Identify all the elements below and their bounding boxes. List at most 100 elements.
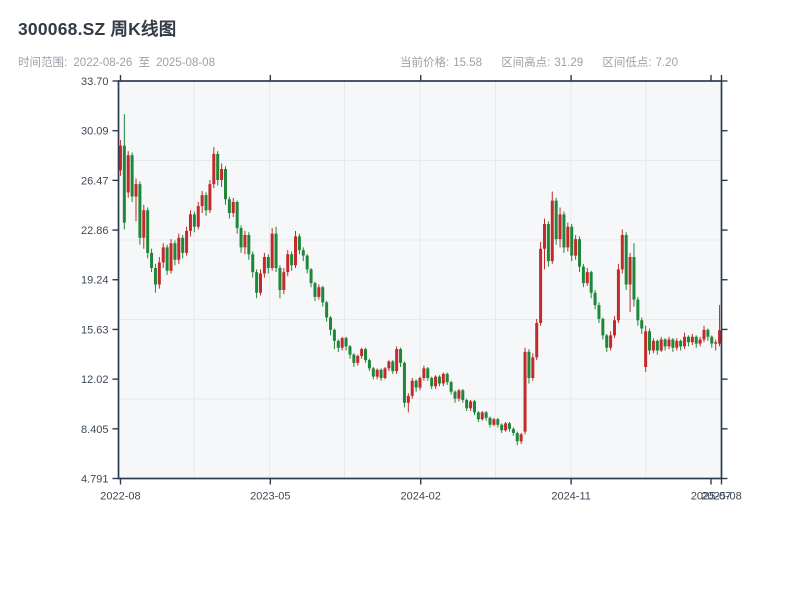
candle-body-up bbox=[585, 272, 589, 284]
x-tick-label: 2024-02 bbox=[401, 491, 441, 503]
candle-body-up bbox=[161, 247, 165, 263]
candle-body-down bbox=[636, 299, 640, 321]
current-price-label: 当前价格: bbox=[400, 57, 450, 69]
candle-body-up bbox=[356, 356, 360, 363]
candle-body-up bbox=[558, 214, 562, 240]
candle-body-up bbox=[702, 329, 706, 340]
candle-body-up bbox=[620, 235, 624, 270]
candle-body-up bbox=[142, 210, 146, 238]
candle-body-down bbox=[663, 339, 667, 347]
candle-body-down bbox=[671, 339, 675, 348]
candle-body-down bbox=[153, 268, 157, 285]
x-tick-label: 2022-08 bbox=[100, 491, 140, 503]
page-title: 300068.SZ 周K线图 bbox=[18, 19, 177, 39]
candle-body-down bbox=[150, 252, 154, 269]
candle-body-up bbox=[406, 395, 410, 403]
candle-body-up bbox=[531, 357, 535, 379]
candle-body-down bbox=[562, 214, 566, 248]
range-high-stat: 区间高点: 31.29 bbox=[501, 57, 583, 69]
candle-body-up bbox=[317, 287, 321, 297]
candle-body-down bbox=[640, 320, 644, 329]
date-range: 时间范围: 2022-08-26 至 2025-08-08 bbox=[18, 54, 218, 70]
candle-body-up bbox=[667, 339, 671, 347]
x-tick-label: 2025-07 bbox=[691, 491, 731, 503]
candle-body-up bbox=[480, 412, 484, 420]
candle-body-down bbox=[235, 202, 239, 229]
candle-body-down bbox=[593, 292, 597, 306]
candle-body-up bbox=[675, 340, 679, 348]
candle-body-up bbox=[469, 401, 473, 409]
candle-body-down bbox=[251, 254, 255, 273]
candle-body-down bbox=[227, 199, 231, 214]
candle-body-up bbox=[294, 236, 298, 266]
candle-body-down bbox=[706, 329, 710, 337]
y-tick-label: 15.63 bbox=[81, 324, 109, 336]
candle-body-down bbox=[329, 317, 333, 330]
candle-body-up bbox=[714, 342, 718, 344]
candle-body-down bbox=[430, 378, 434, 387]
candle-body-up bbox=[212, 153, 216, 185]
candle-body-up bbox=[286, 254, 290, 273]
candle-body-up bbox=[683, 336, 687, 347]
date-range-start: 2022-08-26 bbox=[73, 57, 133, 69]
candle-body-down bbox=[476, 412, 480, 420]
candle-body-down bbox=[344, 338, 348, 347]
candle-body-up bbox=[519, 434, 523, 442]
candle-body-down bbox=[266, 257, 270, 269]
candle-body-up bbox=[360, 349, 364, 357]
candle-body-up bbox=[644, 331, 648, 368]
x-tick-label: 2025-08 bbox=[701, 491, 741, 503]
range-low-stat: 区间低点: 7.20 bbox=[602, 57, 678, 69]
candle-body-up bbox=[504, 423, 508, 431]
range-high-value: 31.29 bbox=[554, 57, 584, 69]
candle-body-down bbox=[449, 382, 453, 392]
candle-body-down bbox=[348, 346, 352, 355]
candle-body-down bbox=[601, 318, 605, 336]
candle-body-up bbox=[243, 235, 247, 248]
candle-body-down bbox=[122, 145, 126, 223]
date-range-separator: 至 bbox=[138, 57, 150, 69]
candle-body-down bbox=[437, 376, 441, 384]
candle-body-up bbox=[200, 195, 204, 207]
candle-body-down bbox=[581, 266, 585, 284]
candle-body-down bbox=[445, 373, 449, 383]
candle-body-down bbox=[496, 419, 500, 425]
candle-body-down bbox=[313, 283, 317, 297]
candle-body-down bbox=[301, 250, 305, 256]
candle-body-up bbox=[651, 340, 655, 351]
candle-body-up bbox=[492, 419, 496, 425]
candle-body-up bbox=[422, 368, 426, 379]
candle-body-down bbox=[589, 272, 593, 293]
candle-body-up bbox=[659, 339, 663, 351]
candle-body-up bbox=[387, 361, 391, 369]
candle-body-down bbox=[255, 272, 259, 293]
candle-body-down bbox=[138, 184, 142, 238]
candle-body-down bbox=[247, 235, 251, 255]
y-tick-label: 22.86 bbox=[81, 225, 109, 237]
candle-body-down bbox=[352, 354, 356, 363]
y-tick-label: 19.24 bbox=[81, 275, 109, 287]
candle-body-up bbox=[220, 169, 224, 181]
candle-body-down bbox=[679, 340, 683, 347]
range-low-value: 7.20 bbox=[655, 57, 678, 69]
y-tick-label: 4.791 bbox=[81, 474, 109, 486]
candle-body-up bbox=[539, 248, 543, 324]
candle-body-down bbox=[204, 195, 208, 211]
current-price-stat: 当前价格: 15.58 bbox=[400, 57, 482, 69]
candle-body-up bbox=[262, 257, 266, 274]
candle-body-up bbox=[616, 269, 620, 321]
candle-body-up bbox=[395, 349, 399, 372]
candle-body-up bbox=[340, 338, 344, 348]
candle-body-up bbox=[188, 214, 192, 231]
y-tick-label: 33.70 bbox=[81, 76, 109, 88]
candle-body-down bbox=[461, 390, 465, 401]
candle-body-down bbox=[223, 169, 227, 200]
candle-body-up bbox=[523, 351, 527, 432]
candle-body-up bbox=[628, 257, 632, 285]
candle-body-down bbox=[554, 200, 558, 240]
candle-body-up bbox=[542, 224, 546, 249]
candle-body-down bbox=[325, 302, 329, 318]
candle-body-down bbox=[239, 228, 243, 248]
candle-body-down bbox=[546, 224, 550, 262]
